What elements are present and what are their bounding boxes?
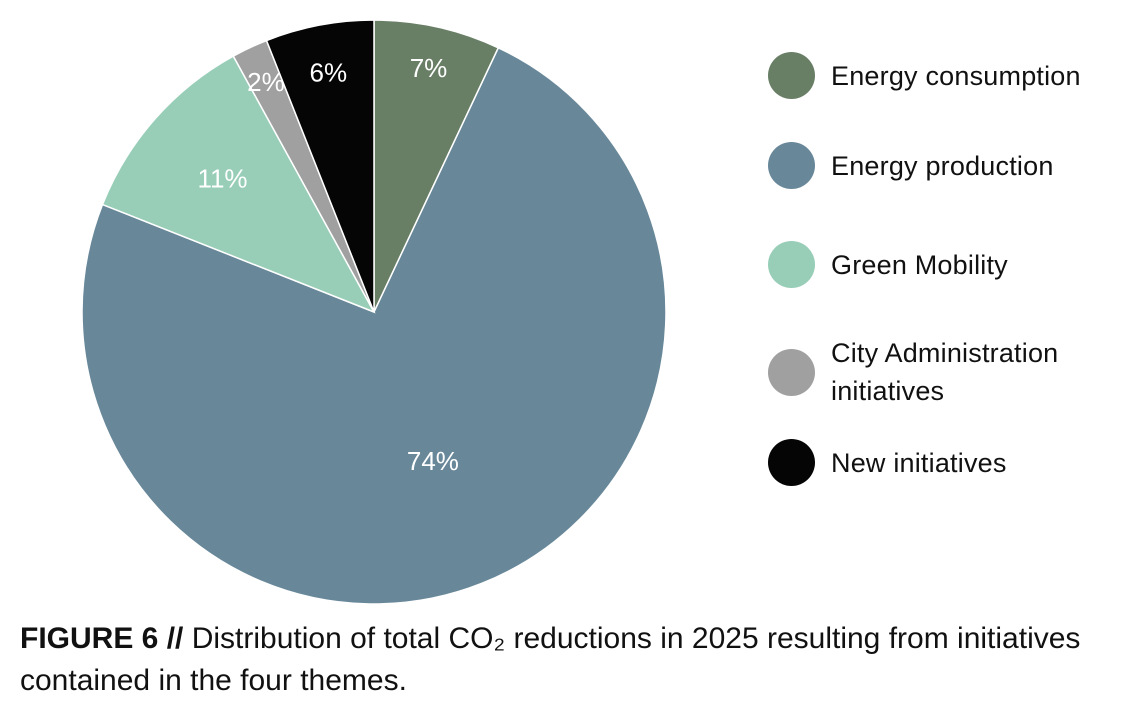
slice-label-green-mobility: 11%	[197, 163, 247, 193]
legend-item-energy-consumption: Energy consumption	[768, 52, 1081, 99]
legend-label-green-mobility: Green Mobility	[831, 249, 1008, 280]
pie-slice-energy-production	[81, 46, 667, 605]
legend-item-energy-production: Energy production	[768, 142, 1054, 189]
pie-slice-energy-consumption	[373, 19, 500, 313]
legend-label-energy-production: Energy production	[831, 150, 1054, 181]
caption-prefix: FIGURE 6 //	[20, 622, 184, 655]
slice-label-new-initiatives: 6%	[310, 57, 348, 87]
legend-item-new-initiatives: New initiatives	[768, 439, 1007, 486]
legend-swatch-new-initiatives	[768, 439, 815, 486]
caption-text: Distribution of total CO₂ reductions in …	[20, 622, 1081, 697]
slice-label-energy-consumption: 7%	[410, 53, 448, 83]
legend-label-energy-consumption: Energy consumption	[831, 60, 1081, 91]
legend-swatch-city-administration	[768, 348, 815, 396]
figure-caption: FIGURE 6 // Distribution of total CO₂ re…	[20, 618, 1115, 702]
legend-item-green-mobility: Green Mobility	[768, 241, 1008, 288]
slice-label-energy-production: 74%	[407, 446, 459, 476]
legend-swatch-green-mobility	[768, 241, 815, 288]
legend-swatch-energy-production	[768, 142, 815, 189]
legend-label-new-initiatives: New initiatives	[831, 447, 1007, 478]
pie-slice-new-initiatives	[265, 19, 375, 313]
legend-swatch-energy-consumption	[768, 52, 815, 99]
pie-slice-green-mobility	[101, 55, 376, 314]
legend-label-city-administration: City Administration initiatives	[831, 338, 1059, 406]
pie-chart: 7%74%11%2% 6%	[81, 19, 667, 605]
legend-item-city-administration: City Administration initiatives	[768, 334, 1091, 410]
